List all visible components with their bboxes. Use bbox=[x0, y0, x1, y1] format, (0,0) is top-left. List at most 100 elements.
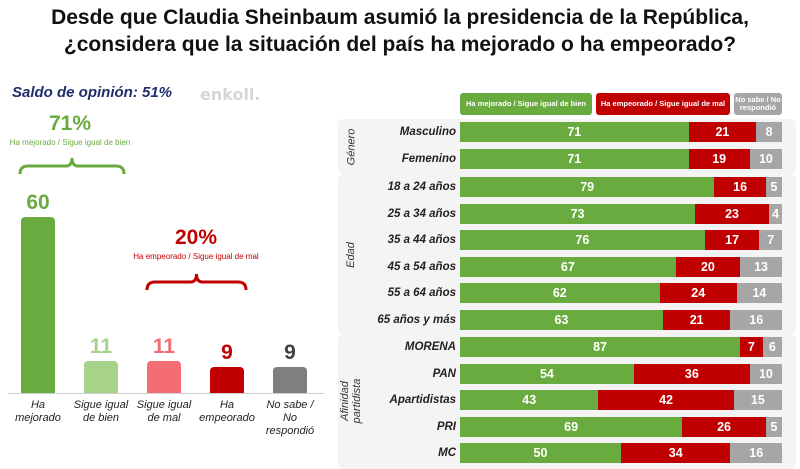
legend-label: Ha empeorado / Sigue igual de mal bbox=[601, 100, 725, 108]
category-label-line: de mal bbox=[147, 412, 181, 424]
bar-segment: 69 bbox=[460, 416, 683, 437]
group-label-line: Afinidad bbox=[339, 381, 351, 422]
title-line-2: ¿considera que la situación del país ha … bbox=[63, 33, 737, 56]
row-label: 55 a 64 años bbox=[387, 287, 456, 299]
bar-5 bbox=[273, 366, 307, 393]
row-label: Apartidistas bbox=[389, 394, 456, 406]
bar-segment: 7 bbox=[759, 230, 782, 250]
bar-value-label: 11 bbox=[152, 334, 176, 358]
bar-segment: 10 bbox=[749, 148, 782, 169]
brace-path bbox=[145, 273, 248, 291]
category-label: Sigue igual de bien bbox=[70, 399, 132, 425]
category-label-line: Ha bbox=[219, 399, 235, 411]
bar-1 bbox=[21, 217, 55, 393]
legend-label: Ha mejorado / Sigue igual de bien bbox=[466, 100, 586, 108]
group-label-line: Género bbox=[345, 128, 357, 165]
group-background bbox=[338, 174, 796, 335]
legend-label-line: Ha empeorado / Sigue igual de mal bbox=[600, 99, 726, 108]
group-label-line: Edad bbox=[345, 241, 357, 268]
bar-segment: 76 bbox=[460, 230, 705, 250]
legend-label-line: Ha mejorado / Sigue igual de bien bbox=[465, 99, 587, 108]
bar-segment: 8 bbox=[756, 122, 782, 142]
bar-4 bbox=[210, 366, 244, 393]
group-label: Edad bbox=[345, 200, 357, 310]
row-label: PAN bbox=[432, 367, 456, 380]
bar-segment: 87 bbox=[460, 337, 741, 357]
category-label-line: empeorado bbox=[199, 412, 255, 424]
row-label: 35 a 44 años bbox=[387, 234, 456, 246]
row-label: Masculino bbox=[399, 126, 456, 138]
bar-segment: 21 bbox=[662, 309, 731, 330]
group-label: Género bbox=[345, 122, 357, 171]
bar-segment: 71 bbox=[460, 148, 689, 169]
bar-segment: 54 bbox=[460, 363, 634, 384]
legend-item: Ha mejorado / Sigue igual de bien bbox=[460, 93, 592, 115]
bar-value-label: 9 bbox=[221, 340, 233, 364]
bar-segment: 21 bbox=[688, 122, 757, 142]
watermark-text: enkoll. bbox=[200, 85, 261, 104]
bar-value-label: 11 bbox=[89, 334, 113, 358]
bar-3 bbox=[147, 360, 181, 393]
row-label: 25 a 34 años bbox=[387, 207, 456, 220]
annotation-label: Ha empeorado / Sigue igual de mal bbox=[133, 252, 259, 261]
title-line-1: Desde que Claudia Sheinbaum asumió la pr… bbox=[51, 6, 749, 29]
row-label: MC bbox=[438, 447, 456, 459]
row-label: 65 años y más bbox=[377, 313, 456, 326]
bar-segment: 67 bbox=[460, 256, 676, 277]
category-label: No sabe / No respondió bbox=[259, 399, 321, 438]
row-label: Femenino bbox=[401, 152, 456, 165]
category-label-line: No sabe / bbox=[266, 399, 314, 411]
bar-segment: 23 bbox=[695, 203, 770, 224]
bar-segment: 26 bbox=[682, 416, 766, 437]
bar-segment: 43 bbox=[460, 390, 599, 410]
legend-label: No sabe / No respondió bbox=[735, 96, 780, 112]
bar-segment: 62 bbox=[460, 283, 660, 303]
row-label: 18 a 24 años bbox=[387, 181, 456, 193]
legend-label-line: respondió bbox=[739, 103, 777, 112]
category-label-line: Ha bbox=[30, 399, 46, 411]
category-label-line: No bbox=[282, 412, 298, 424]
bar-segment: 10 bbox=[749, 363, 782, 384]
annotation-label: Ha mejorado / Sigue igual de bien bbox=[9, 138, 131, 147]
category-label-line: Sigue igual bbox=[136, 399, 192, 411]
bar-2 bbox=[84, 360, 118, 393]
bar-segment: 71 bbox=[460, 122, 689, 142]
category-label: Sigue igual de mal bbox=[133, 399, 195, 425]
category-label-line: mejorado bbox=[15, 412, 61, 424]
bar-segment: 24 bbox=[659, 283, 737, 303]
bar-segment: 73 bbox=[460, 203, 696, 224]
category-label-line: Sigue igual bbox=[73, 399, 129, 411]
row-label: 45 a 54 años bbox=[387, 260, 456, 273]
legend-item: No sabe / No respondió bbox=[734, 93, 782, 115]
bar-segment: 4 bbox=[769, 203, 782, 224]
row-label: MORENA bbox=[404, 341, 456, 353]
bar-segment: 16 bbox=[714, 177, 766, 197]
saldo-de-opinion: Saldo de opinión: 51% bbox=[12, 84, 173, 101]
bar-segment: 20 bbox=[675, 256, 741, 277]
bar-segment: 42 bbox=[598, 390, 734, 410]
legend-item: Ha empeorado / Sigue igual de mal bbox=[596, 93, 730, 115]
category-label-line: de bien bbox=[82, 412, 120, 424]
bar-segment: 34 bbox=[621, 443, 731, 463]
category-label: Ha mejorado bbox=[7, 399, 69, 425]
bar-segment: 16 bbox=[730, 309, 782, 330]
bar-segment: 79 bbox=[460, 177, 715, 197]
bar-segment: 17 bbox=[704, 230, 760, 250]
brace-icon bbox=[18, 157, 126, 175]
left-chart-baseline bbox=[8, 393, 324, 394]
chart-title: Desde que Claudia Sheinbaum asumió la pr… bbox=[0, 4, 800, 58]
annotation-percent: 20% bbox=[174, 226, 218, 249]
bar-segment: 19 bbox=[688, 148, 750, 169]
bar-segment: 5 bbox=[765, 177, 782, 197]
brace-icon bbox=[145, 273, 248, 291]
group-label-line: partidista bbox=[351, 378, 363, 424]
category-label: Ha empeorado bbox=[196, 399, 258, 425]
category-label-line: respondió bbox=[265, 425, 315, 437]
bar-segment: 5 bbox=[765, 416, 782, 437]
row-label: PRI bbox=[436, 420, 456, 433]
bar-segment: 63 bbox=[460, 309, 663, 330]
group-label: Afinidad partidista bbox=[339, 346, 363, 456]
bar-segment: 7 bbox=[740, 337, 763, 357]
bar-segment: 14 bbox=[736, 283, 782, 303]
annotation-percent: 71% bbox=[48, 112, 92, 135]
